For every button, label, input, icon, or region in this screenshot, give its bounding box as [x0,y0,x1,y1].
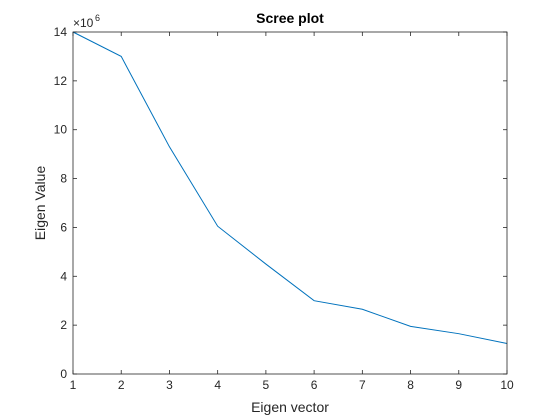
y-tick-label: 0 [60,367,67,381]
y-tick-label: 2 [60,318,67,332]
x-tick-label: 3 [166,378,173,392]
x-tick-label: 7 [359,378,366,392]
y-tick-label: 14 [54,25,68,39]
x-tick-label: 6 [311,378,318,392]
x-tick-label: 10 [500,378,514,392]
series-line [72,31,508,344]
y-exponent-label: ×10 6 [73,13,100,30]
x-tick-label: 4 [214,378,221,392]
plot-area [73,32,507,374]
plot-frame [72,31,508,375]
y-exponent-power: 6 [95,13,100,23]
x-tick-label: 1 [70,378,77,392]
y-exponent-base: ×10 [73,16,94,30]
x-tick-label: 5 [263,378,270,392]
y-tick-label: 12 [54,74,68,88]
x-tick-label: 2 [118,378,125,392]
x-axis-label: Eigen vector [251,399,329,415]
y-tick-label: 6 [60,220,67,234]
x-tick-label: 9 [455,378,462,392]
y-tick-label: 8 [60,172,67,186]
chart-title: Scree plot [256,10,324,26]
x-tick-label: 8 [407,378,414,392]
y-axis-label: Eigen Value [32,166,48,241]
y-tick-label: 4 [60,269,67,283]
y-tick-label: 10 [54,123,68,137]
